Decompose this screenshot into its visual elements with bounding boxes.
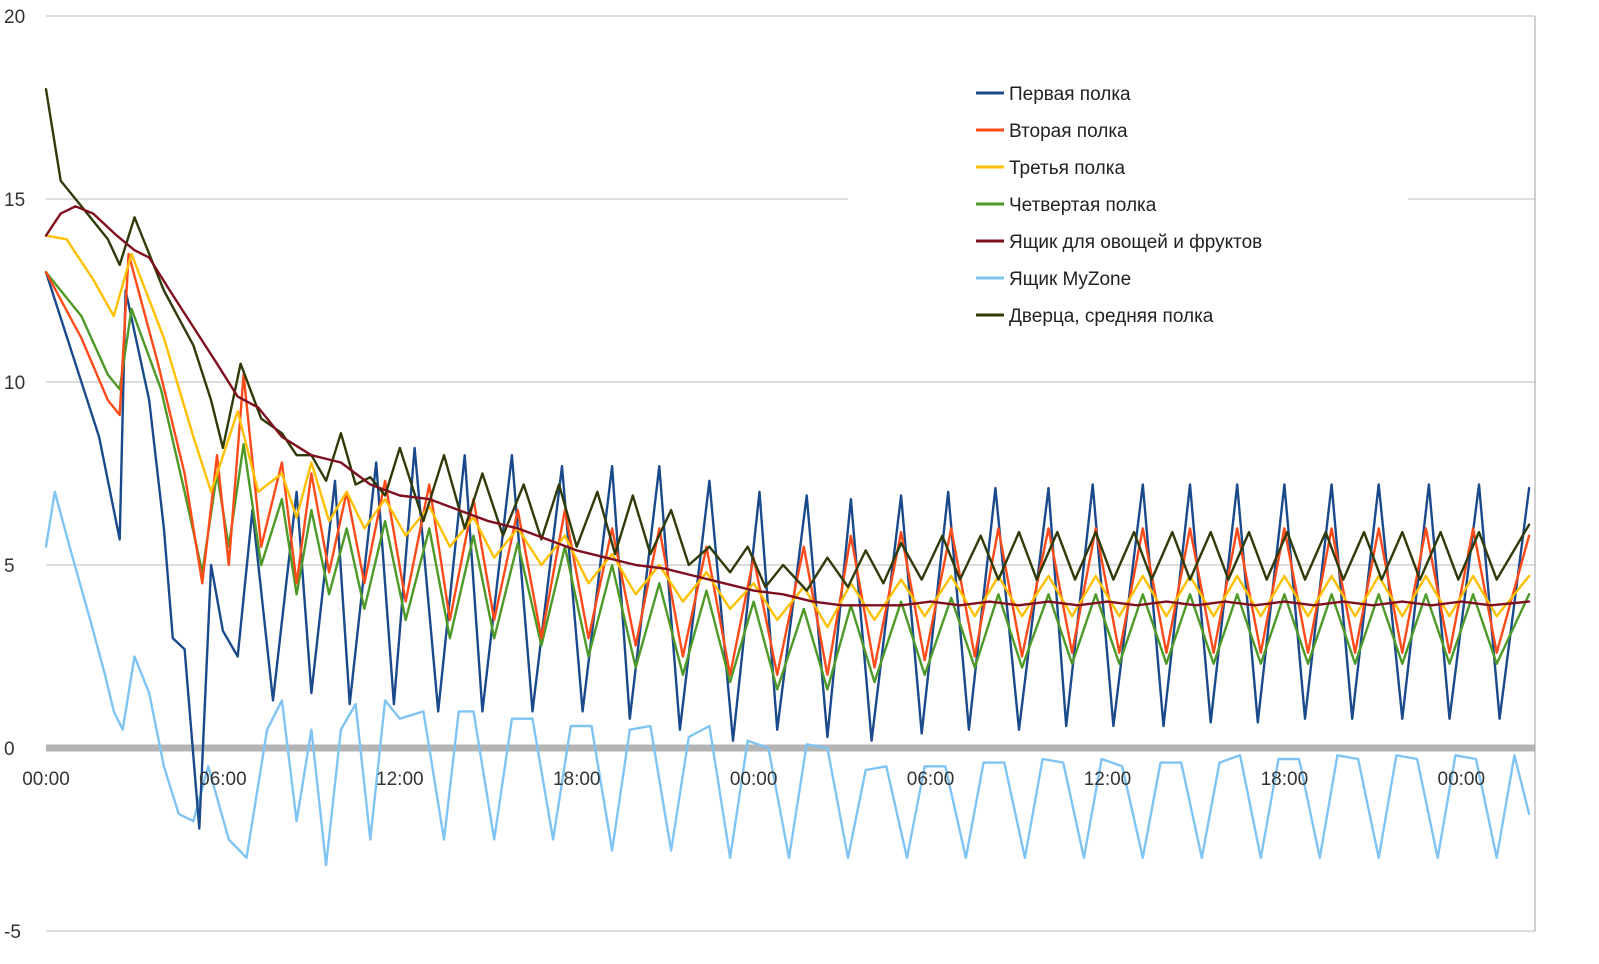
x-tick-label: 00:00 — [1438, 769, 1486, 790]
x-tick-label: 00:00 — [730, 769, 778, 790]
y-tick-label: 0 — [4, 739, 15, 760]
x-tick-label: 12:00 — [1084, 769, 1132, 790]
x-tick-label: 18:00 — [1261, 769, 1309, 790]
legend-label: Третья полка — [1009, 158, 1125, 179]
y-tick-label: 5 — [4, 556, 15, 577]
x-tick-label: 18:00 — [553, 769, 601, 790]
y-axis-tick-labels: -5 0 5 10 15 20 — [4, 7, 25, 943]
y-tick-label: -5 — [4, 922, 21, 943]
series-line-1 — [44, 252, 1531, 676]
x-axis-tick-labels: 00:00 06:00 12:00 18:00 00:00 06:00 12:00 18:00… — [22, 769, 1485, 790]
x-tick-label: 06:00 — [907, 769, 955, 790]
y-tick-label: 10 — [4, 373, 25, 394]
series-line-5 — [44, 490, 1531, 867]
legend-label: Вторая полка — [1009, 121, 1128, 142]
legend-label: Первая полка — [1009, 84, 1131, 105]
legend-label: Дверца, средняя полка — [1009, 306, 1214, 327]
x-tick-label: 00:00 — [22, 769, 70, 790]
x-tick-label: 06:00 — [199, 769, 247, 790]
y-tick-label: 15 — [4, 190, 25, 211]
legend-label: Ящик MyZone — [1009, 269, 1131, 290]
legend: Первая полка Вторая полка Третья полка Четв… — [848, 68, 1408, 338]
series-line-4 — [44, 205, 1531, 607]
series-line-0 — [44, 271, 1531, 830]
series-lines — [44, 88, 1531, 867]
legend-label: Четвертая полка — [1009, 195, 1157, 216]
x-tick-label: 12:00 — [376, 769, 424, 790]
legend-background — [848, 68, 1408, 338]
series-line-3 — [44, 271, 1531, 691]
series-line-6 — [44, 88, 1531, 592]
y-tick-label: 20 — [4, 7, 25, 28]
legend-label: Ящик для овощей и фруктов — [1009, 232, 1262, 253]
